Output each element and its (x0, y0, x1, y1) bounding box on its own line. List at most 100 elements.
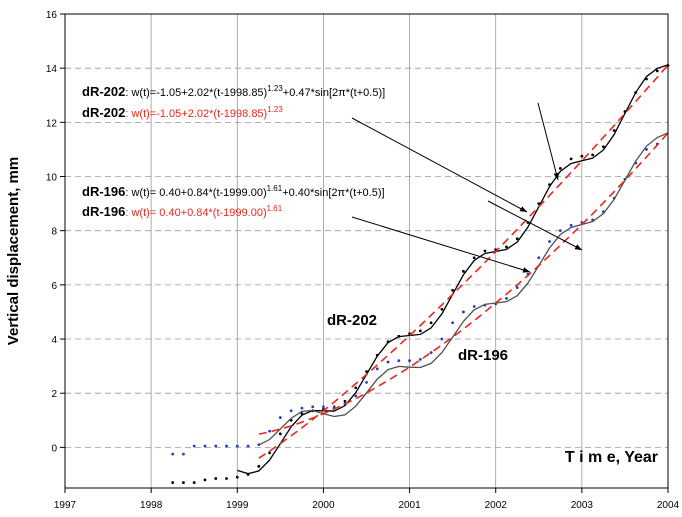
y-tick-label: 10 (46, 173, 58, 184)
x-tick-label: 2002 (485, 500, 508, 511)
formula-label: dR-196 (82, 184, 125, 199)
data-point (268, 451, 271, 455)
data-point (397, 359, 401, 363)
data-point (192, 444, 196, 448)
formula-exponent: 1.61 (267, 184, 283, 193)
data-point (268, 429, 271, 433)
fit-line (258, 64, 669, 459)
data-point (257, 464, 261, 468)
data-point (462, 310, 465, 314)
formula-text: : w(t)= 0.40+0.84*(t-1999.00) (125, 207, 266, 219)
data-point (214, 444, 218, 448)
y-tick-label: 0 (51, 443, 57, 454)
x-tick-label: 2004 (657, 500, 680, 511)
formula-exponent: 1.61 (267, 204, 283, 213)
y-tick-label: 14 (46, 64, 58, 75)
data-point (591, 153, 595, 157)
data-point (645, 148, 648, 151)
data-point (311, 405, 315, 409)
data-point (171, 452, 175, 456)
data-point (246, 444, 250, 448)
data-point (548, 240, 551, 243)
data-point (365, 380, 368, 384)
data-point (440, 307, 444, 311)
data-point (472, 305, 476, 308)
formula: dR-202: w(t)=-1.05+2.02*(t-1998.85)1.23 (82, 105, 283, 120)
data-point (375, 367, 379, 371)
data-point (343, 399, 347, 403)
data-point (451, 288, 455, 292)
data-point (569, 223, 573, 227)
y-tick-label: 16 (46, 10, 58, 21)
formula: dR-196: w(t)= 0.40+0.84*(t-1999.00)1.61+… (82, 184, 385, 199)
formula-text: : w(t)=-1.05+2.02*(t-1998.85) (125, 87, 267, 99)
grid (60, 13, 669, 493)
fit-line (258, 132, 669, 446)
data-point (429, 351, 433, 354)
plot-marks (171, 64, 670, 484)
data-point (235, 475, 239, 479)
data-point (451, 321, 455, 325)
data-point (515, 237, 519, 241)
data-point (225, 477, 228, 480)
x-tick-label: 2003 (571, 500, 594, 511)
formula-text: +0.47*sin[2π*(t+0.5)] (283, 87, 385, 99)
formula: dR-202: w(t)=-1.05+2.02*(t-1998.85)1.23+… (82, 84, 385, 99)
formula: dR-196: w(t)= 0.40+0.84*(t-1999.00)1.61 (82, 204, 283, 219)
data-point (354, 394, 358, 398)
formula-label: dR-202 (82, 84, 125, 99)
data-point (440, 337, 444, 341)
data-point (171, 481, 175, 484)
data-point (408, 359, 411, 363)
formula-exponent: 1.23 (267, 84, 283, 93)
x-tick-label: 2000 (312, 500, 335, 511)
data-point (655, 69, 659, 73)
formula-text: +0.40*sin[2π*(t+0.5)] (282, 187, 384, 199)
data-point (558, 166, 562, 170)
plot-frame (64, 13, 669, 489)
data-point (515, 286, 519, 289)
data-point (278, 416, 282, 419)
x-tick-label: 1997 (54, 500, 77, 511)
data-point (472, 256, 476, 260)
data-point (192, 481, 196, 484)
formula-text: : w(t)=-1.05+2.02*(t-1998.85) (125, 108, 267, 120)
series-label: dR-196 (458, 347, 508, 364)
formula-text: : w(t)= 0.40+0.84*(t-1999.00) (125, 187, 266, 199)
data-point (225, 444, 228, 448)
data-point (429, 321, 433, 325)
data-point (203, 444, 207, 448)
data-point (612, 129, 616, 132)
data-point (182, 452, 185, 456)
formula-label: dR-196 (82, 204, 125, 219)
data-point (418, 357, 422, 361)
x-tick-label: 2001 (398, 500, 421, 511)
data-point (483, 249, 487, 253)
data-point (235, 444, 239, 448)
y-tick-label: 8 (51, 227, 57, 238)
y-tick-label: 4 (51, 335, 57, 346)
arrow (487, 200, 583, 251)
data-point (580, 154, 584, 158)
data-point (462, 269, 465, 273)
formula-label: dR-202 (82, 105, 125, 120)
data-point (332, 405, 336, 409)
arrow (537, 102, 559, 181)
data-point (300, 406, 304, 410)
data-point (354, 386, 358, 390)
arrow (351, 216, 531, 273)
y-tick-label: 12 (46, 118, 58, 129)
data-point (386, 360, 390, 364)
y-tick-label: 6 (51, 281, 57, 292)
data-point (322, 405, 325, 409)
data-point (418, 329, 422, 333)
data-point (278, 432, 282, 436)
data-point (537, 256, 541, 260)
y-axis-title: Vertical displacement, mm (5, 157, 22, 345)
x-tick-label: 1998 (140, 500, 163, 511)
data-point (182, 481, 185, 484)
data-point (505, 245, 508, 249)
x-axis-title: T i m e, Year (565, 449, 658, 466)
data-point (601, 145, 605, 149)
